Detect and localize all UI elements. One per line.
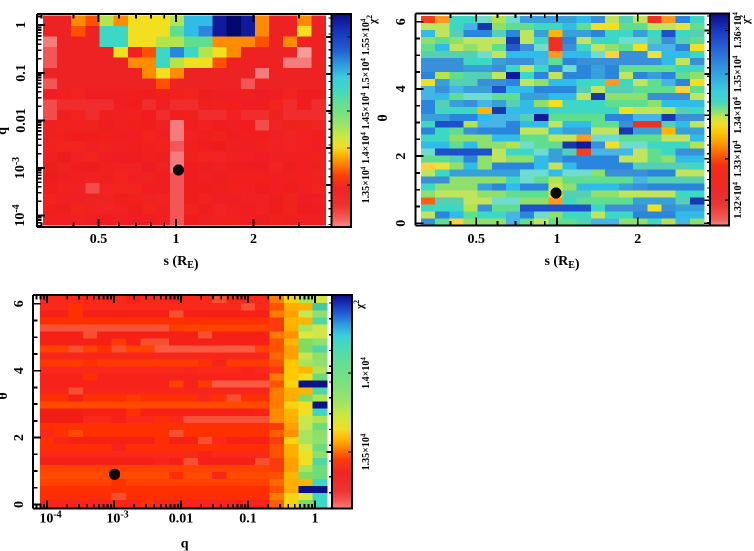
svg-text:0.1: 0.1 bbox=[14, 64, 29, 82]
svg-text:χ2: χ2 bbox=[738, 15, 752, 25]
svg-text:1: 1 bbox=[554, 232, 561, 247]
svg-text:0.01: 0.01 bbox=[14, 108, 29, 133]
svg-text:1.35×104: 1.35×104 bbox=[360, 433, 373, 470]
svg-text:θ: θ bbox=[0, 392, 11, 399]
svg-text:1.4×104: 1.4×104 bbox=[360, 132, 373, 164]
svg-text:χ2: χ2 bbox=[365, 15, 379, 25]
svg-text:1.5×104: 1.5×104 bbox=[360, 58, 373, 90]
svg-text:1: 1 bbox=[14, 22, 29, 29]
svg-text:χ2: χ2 bbox=[352, 300, 366, 310]
svg-text:0.5: 0.5 bbox=[90, 232, 108, 247]
svg-text:4: 4 bbox=[394, 85, 409, 92]
svg-text:0: 0 bbox=[394, 220, 409, 227]
svg-text:q: q bbox=[181, 537, 189, 551]
svg-text:0.01: 0.01 bbox=[169, 512, 194, 527]
svg-text:6: 6 bbox=[394, 18, 409, 25]
svg-text:θ: θ bbox=[376, 114, 391, 121]
svg-text:1.33×104: 1.33×104 bbox=[732, 140, 745, 177]
svg-text:2: 2 bbox=[12, 434, 27, 441]
svg-text:1.45×104: 1.45×104 bbox=[360, 92, 373, 129]
svg-text:2: 2 bbox=[250, 232, 257, 247]
svg-text:0.5: 0.5 bbox=[468, 232, 486, 247]
svg-text:6: 6 bbox=[12, 300, 27, 307]
svg-text:2: 2 bbox=[634, 232, 641, 247]
svg-text:2: 2 bbox=[394, 153, 409, 160]
svg-text:1.34×104: 1.34×104 bbox=[732, 97, 745, 134]
svg-text:1.36×104: 1.36×104 bbox=[732, 12, 745, 49]
svg-text:q: q bbox=[0, 127, 10, 135]
svg-text:1.4×104: 1.4×104 bbox=[360, 357, 373, 389]
svg-text:1.35×104: 1.35×104 bbox=[732, 55, 745, 92]
svg-text:4: 4 bbox=[12, 367, 27, 374]
svg-text:0.1: 0.1 bbox=[239, 512, 257, 527]
svg-text:1: 1 bbox=[173, 232, 180, 247]
svg-text:1.32×104: 1.32×104 bbox=[732, 181, 745, 218]
svg-text:1: 1 bbox=[312, 512, 319, 527]
svg-text:1.55×104: 1.55×104 bbox=[360, 18, 373, 55]
svg-text:0: 0 bbox=[12, 501, 27, 508]
svg-text:1.35×104: 1.35×104 bbox=[360, 166, 373, 203]
